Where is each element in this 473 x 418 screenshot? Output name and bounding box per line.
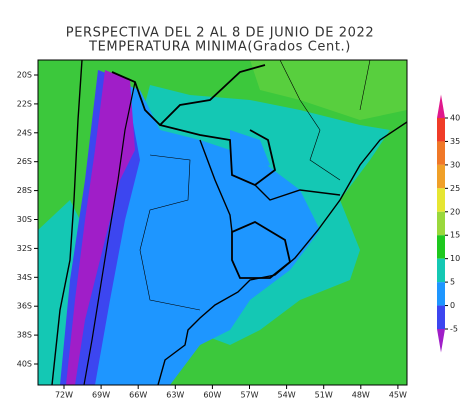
colorbar-segment (437, 188, 445, 212)
colorbar-tick-label: -5 (450, 325, 458, 334)
lat-tick-label: 20S (17, 71, 32, 80)
colorbar-tick-label: 10 (450, 254, 460, 263)
lon-tick-label: 51W (315, 391, 333, 400)
lon-tick-label: 69W (92, 391, 110, 400)
colorbar-tick-label: 40 (450, 114, 460, 123)
lat-tick-label: 22S (17, 99, 32, 108)
lon-tick-label: 54W (278, 391, 296, 400)
lon-tick-label: 45W (389, 391, 407, 400)
borders (51, 60, 407, 385)
warm-zone (250, 60, 407, 120)
lon-tick-label: 48W (352, 391, 370, 400)
subtitle-line: TEMPERATURA MINIMA(Grados Cent.) (88, 40, 351, 55)
lat-tick-label: 30S (17, 215, 32, 224)
lon-tick-label: 60W (203, 391, 221, 400)
map-frame (37, 59, 408, 386)
lon-tick-label: 72W (55, 391, 73, 400)
colorbar-tick-label: 0 (450, 301, 455, 310)
lon-tick-label: 63W (166, 391, 184, 400)
colorbar-tick-label: 30 (450, 160, 460, 169)
colorbar-tick-label: 5 (450, 278, 455, 287)
colorbar-arrow-bottom (437, 329, 445, 353)
lat-tick-label: 26S (17, 157, 32, 166)
lat-tick-label: 36S (17, 302, 32, 311)
lon-tick-label: 66W (129, 391, 147, 400)
colorbar-tick-label: 15 (450, 231, 460, 240)
colorbar-segment (437, 211, 445, 236)
colorbar-tick-label: 35 (450, 137, 460, 146)
lon-tick-label: 57W (240, 391, 258, 400)
lat-tick-label: 34S (17, 273, 32, 282)
colorbar-segment (437, 118, 445, 142)
title-line: PERSPECTIVA DEL 2 AL 8 DE JUNIO DE 2022 (66, 26, 374, 41)
colorbar-arrow-top (437, 94, 445, 118)
colorbar-segment (437, 235, 445, 259)
freezing-zone (66, 70, 135, 385)
map (38, 60, 407, 385)
colorbar-segment (437, 282, 445, 306)
lat-tick-label: 32S (17, 244, 32, 253)
colorbar-tick-label: 25 (450, 184, 460, 193)
colorbar-segment (437, 141, 445, 165)
colorbar-tick-label: 20 (450, 207, 460, 216)
colorbar-segment (437, 305, 445, 329)
lat-tick-label: 38S (17, 331, 32, 340)
lat-tick-label: 28S (17, 186, 32, 195)
lat-tick-label: 24S (17, 128, 32, 137)
colorbar-segment (437, 164, 445, 189)
lat-tick-label: 40S (17, 360, 32, 369)
colorbar-segment (437, 258, 445, 283)
cool-zone (230, 130, 270, 175)
